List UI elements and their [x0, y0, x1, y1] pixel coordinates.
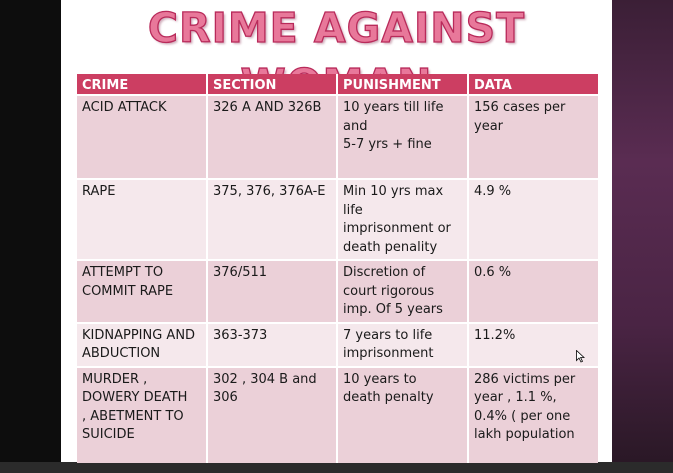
cell-section: 363-373: [207, 321, 338, 367]
header-data: DATA: [468, 74, 598, 95]
table-row: RAPE 375, 376, 376A-E Min 10 yrs max lif…: [77, 178, 598, 260]
header-section: SECTION: [207, 74, 338, 95]
cell-data: 4.9 %: [468, 178, 598, 260]
cell-data: 156 cases per year: [468, 94, 598, 179]
cell-data: 286 victims per year , 1.1 %, 0.4% ( per…: [468, 365, 598, 463]
table-row: ACID ATTACK 326 A AND 326B 10 years till…: [77, 94, 598, 179]
left-margin: [0, 0, 61, 473]
cell-section: 375, 376, 376A-E: [207, 178, 338, 260]
cell-punishment: 10 years till life and 5-7 yrs + fine: [337, 94, 469, 179]
cell-section: 376/511: [207, 259, 338, 323]
cell-punishment: 7 years to life imprisonment: [337, 321, 469, 367]
table-row: MURDER , DOWERY DEATH , ABETMENT TO SUIC…: [77, 365, 598, 463]
header-crime: CRIME: [77, 74, 208, 95]
cell-crime: RAPE: [77, 178, 208, 260]
cell-crime: ATTEMPT TO COMMIT RAPE: [77, 259, 208, 323]
crime-table: CRIME SECTION PUNISHMENT DATA ACID ATTAC…: [77, 74, 598, 463]
header-punishment: PUNISHMENT: [337, 74, 469, 95]
cell-crime: KIDNAPPING AND ABDUCTION: [77, 321, 208, 367]
cell-section: 302 , 304 B and 306: [207, 365, 338, 463]
cell-punishment: Min 10 yrs max life imprisonment or deat…: [337, 178, 469, 260]
table-row: ATTEMPT TO COMMIT RAPE 376/511 Discretio…: [77, 259, 598, 323]
cell-crime: ACID ATTACK: [77, 94, 208, 179]
cell-data: 0.6 %: [468, 259, 598, 323]
presentation-slide: CRIME AGAINST WOMAN CRIME SECTION PUNISH…: [61, 0, 612, 463]
cell-section: 326 A AND 326B: [207, 94, 338, 179]
cell-punishment: Discretion of court rigorous imp. Of 5 y…: [337, 259, 469, 323]
table-header-row: CRIME SECTION PUNISHMENT DATA: [77, 74, 598, 95]
table-row: KIDNAPPING AND ABDUCTION 363-373 7 years…: [77, 321, 598, 367]
mouse-cursor-icon: [576, 350, 585, 363]
cell-crime: MURDER , DOWERY DEATH , ABETMENT TO SUIC…: [77, 365, 208, 463]
bottom-bar: [0, 462, 673, 473]
slide-title: CRIME AGAINST WOMAN: [147, 3, 526, 108]
right-desktop-area: [612, 0, 673, 462]
cell-punishment: 10 years to death penalty: [337, 365, 469, 463]
